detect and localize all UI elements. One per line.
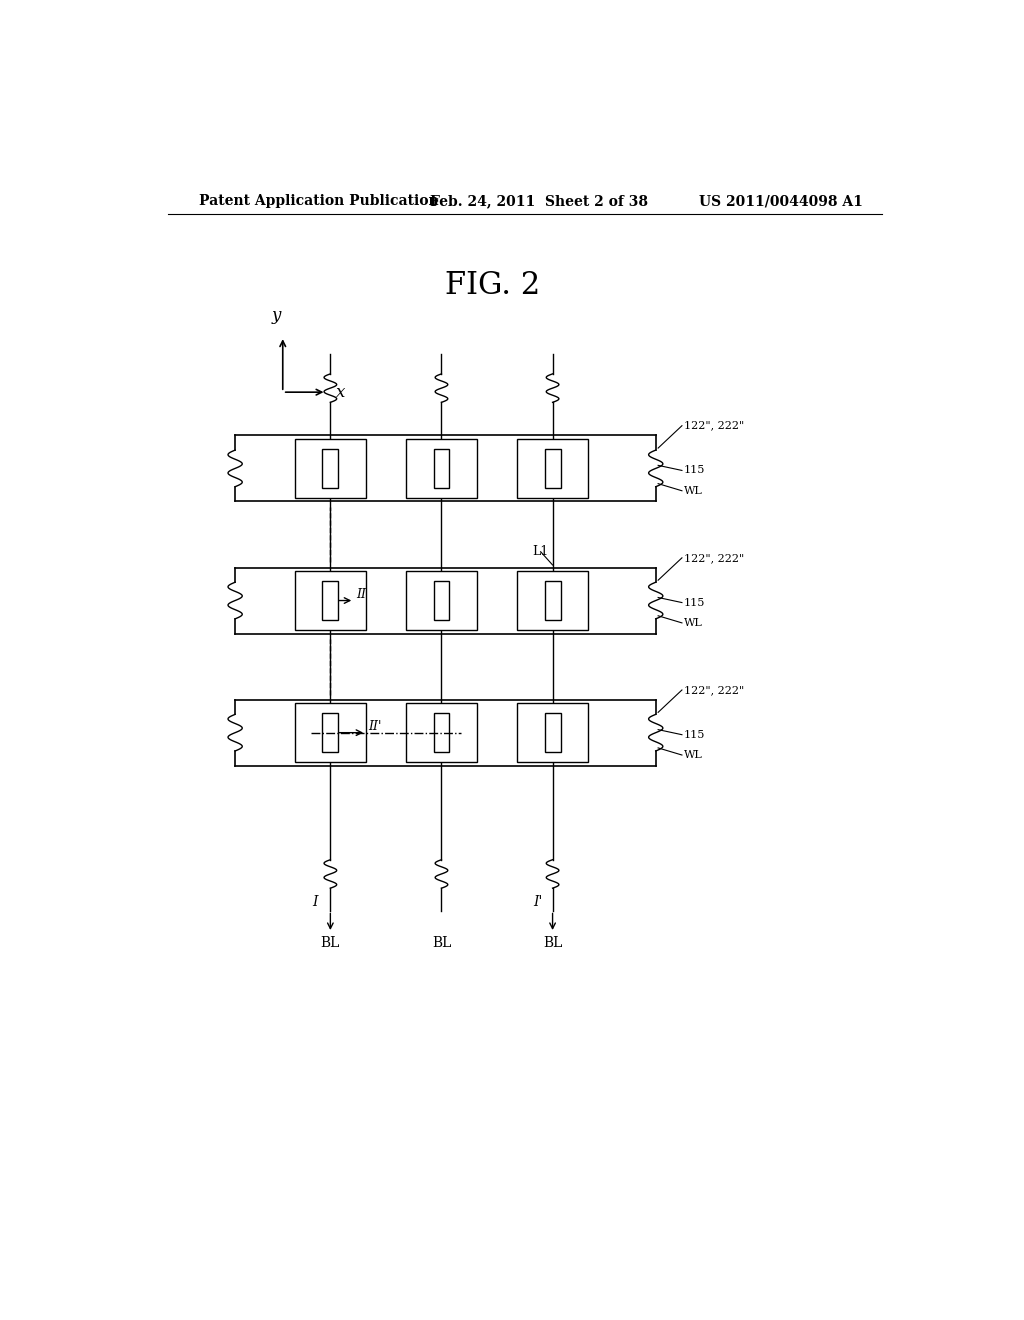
Bar [545, 449, 560, 487]
Text: I': I' [534, 895, 543, 909]
Text: BL: BL [543, 936, 562, 950]
Text: Feb. 24, 2011  Sheet 2 of 38: Feb. 24, 2011 Sheet 2 of 38 [430, 194, 647, 209]
Text: FIG. 2: FIG. 2 [445, 271, 541, 301]
Bar [433, 713, 450, 752]
Text: 122", 222": 122", 222" [684, 421, 743, 430]
Bar [433, 581, 450, 620]
Text: BL: BL [321, 936, 340, 950]
Text: I: I [311, 895, 317, 909]
Text: L1: L1 [532, 545, 549, 558]
Text: BL: BL [432, 936, 452, 950]
Text: WL: WL [684, 750, 702, 760]
Bar [323, 713, 338, 752]
Bar [406, 440, 477, 498]
Bar [517, 572, 588, 630]
Text: US 2011/0044098 A1: US 2011/0044098 A1 [699, 194, 863, 209]
Bar [545, 581, 560, 620]
Text: 115: 115 [684, 466, 705, 475]
Text: x: x [336, 384, 345, 401]
Bar [517, 704, 588, 762]
Bar [295, 440, 367, 498]
Text: 122", 222": 122", 222" [684, 685, 743, 694]
Text: 122", 222": 122", 222" [684, 553, 743, 562]
Text: Patent Application Publication: Patent Application Publication [200, 194, 439, 209]
Text: y: y [271, 308, 282, 325]
Text: 115: 115 [684, 730, 705, 739]
Bar [433, 449, 450, 487]
Bar [323, 581, 338, 620]
Text: WL: WL [684, 486, 702, 496]
Text: II: II [356, 587, 367, 601]
Bar [545, 713, 560, 752]
Bar [295, 704, 367, 762]
Bar [406, 704, 477, 762]
Text: II': II' [369, 721, 382, 733]
Bar [517, 440, 588, 498]
Bar [295, 572, 367, 630]
Text: 115: 115 [684, 598, 705, 607]
Text: WL: WL [684, 618, 702, 628]
Bar [323, 449, 338, 487]
Bar [406, 572, 477, 630]
